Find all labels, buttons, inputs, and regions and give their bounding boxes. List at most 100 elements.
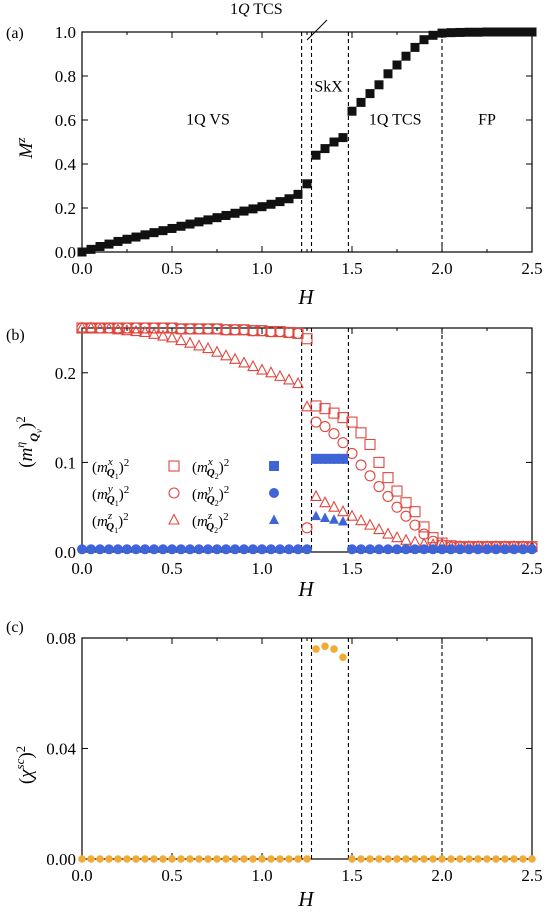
data-point-open-triangle	[265, 366, 277, 378]
data-point-circle	[447, 855, 455, 863]
data-point-square	[158, 226, 168, 236]
data-point-open-circle	[157, 322, 169, 334]
data-point-circle	[392, 544, 402, 555]
data-point-open-circle	[229, 324, 241, 336]
data-point-circle	[95, 544, 105, 555]
data-point-open-circle	[310, 416, 322, 428]
data-point-open-triangle	[130, 324, 142, 337]
data-point-open-triangle	[166, 331, 178, 343]
data-point-square	[248, 204, 258, 214]
data-point-open-circle	[112, 322, 124, 334]
data-point-square	[269, 461, 279, 471]
data-point-open-circle	[382, 490, 394, 502]
data-point-circle	[149, 544, 159, 555]
data-point-open-square	[400, 497, 412, 509]
data-point-open-triangle	[121, 324, 133, 336]
data-point-circle	[528, 855, 536, 863]
data-point-circle	[329, 453, 339, 464]
data-point-open-triangle	[292, 376, 304, 389]
data-point-circle	[240, 855, 248, 863]
data-point-circle	[77, 544, 87, 555]
data-point-square	[185, 219, 195, 229]
panel-b-label: (b)	[6, 327, 25, 344]
y-tick-label: 0.0	[55, 243, 76, 262]
data-point-open-triangle	[103, 322, 115, 334]
data-point-square	[95, 242, 105, 251]
data-point-circle	[519, 855, 527, 863]
series-group-c	[78, 642, 536, 863]
data-point-circle	[123, 855, 131, 863]
data-point-open-circle	[193, 323, 205, 335]
data-point-square	[239, 206, 249, 216]
data-point-open-triangle	[319, 496, 331, 508]
data-point-open-triangle	[391, 530, 403, 543]
data-point-circle	[474, 855, 482, 863]
data-point-circle	[347, 544, 357, 555]
data-point-open-triangle	[364, 518, 376, 530]
data-point-circle	[96, 855, 104, 863]
data-point-open-circle	[130, 322, 142, 334]
data-point-open-circle	[373, 481, 385, 493]
data-point-circle	[195, 855, 203, 863]
data-point-circle	[248, 544, 258, 555]
data-point-circle	[212, 544, 222, 555]
data-point-open-circle	[148, 322, 160, 334]
data-point-square	[203, 215, 213, 225]
data-point-circle	[203, 544, 213, 555]
data-point-open-triangle	[229, 352, 241, 364]
data-point-square	[419, 35, 429, 45]
data-point-square	[131, 232, 141, 242]
data-point-circle	[509, 544, 519, 555]
y-tick-label: 0.04	[46, 740, 76, 759]
data-point-circle	[284, 544, 294, 555]
data-point-circle	[177, 855, 185, 863]
data-point-open-square	[168, 460, 180, 472]
data-point-circle	[122, 544, 132, 555]
data-point-circle	[365, 544, 375, 555]
data-point-open-circle	[168, 487, 180, 499]
data-point-open-square	[355, 427, 367, 439]
data-point-circle	[429, 855, 437, 863]
x-tick-label: 0.0	[71, 259, 92, 278]
data-point-circle	[348, 855, 356, 863]
data-point-open-square	[346, 416, 358, 428]
data-point-square	[194, 217, 204, 227]
x-tick-label: 1.5	[341, 559, 362, 578]
data-point-circle	[231, 855, 239, 863]
data-point-open-triangle	[301, 400, 313, 412]
data-point-open-circle	[328, 428, 340, 440]
data-point-square	[149, 228, 159, 238]
data-point-square	[500, 27, 510, 37]
data-point-square	[491, 27, 501, 37]
data-point-circle	[159, 855, 167, 863]
data-point-open-triangle	[139, 325, 151, 338]
data-point-open-circle	[274, 326, 286, 338]
panel-b-xlabel: H	[297, 577, 315, 601]
data-point-open-square	[364, 438, 376, 451]
panel-c-ylabel: (χsc)2	[12, 746, 37, 784]
y-tick-label: 1.0	[55, 23, 76, 42]
data-point-circle	[140, 544, 150, 555]
data-point-circle	[141, 855, 149, 863]
data-point-circle	[330, 645, 338, 653]
panel-c-frame	[81, 637, 533, 860]
data-point-open-triangle	[400, 533, 412, 545]
data-point-circle	[356, 544, 366, 555]
data-point-circle	[86, 544, 96, 555]
data-point-open-triangle	[274, 369, 286, 381]
data-point-circle	[204, 855, 212, 863]
data-point-square	[383, 69, 393, 79]
data-point-circle	[114, 855, 122, 863]
x-tick-label: 2.5	[521, 866, 542, 885]
data-point-square	[374, 80, 384, 90]
data-point-open-triangle	[247, 359, 259, 372]
data-point-open-triangle	[310, 489, 322, 501]
data-point-triangle	[311, 510, 321, 521]
panel-a-ylabel: Mz	[13, 138, 37, 160]
y-tick-label: 0.2	[55, 199, 76, 218]
data-point-circle	[269, 488, 279, 498]
y-tick-label: 0.2	[55, 364, 76, 383]
data-point-square	[482, 27, 492, 37]
data-point-square	[338, 133, 348, 143]
